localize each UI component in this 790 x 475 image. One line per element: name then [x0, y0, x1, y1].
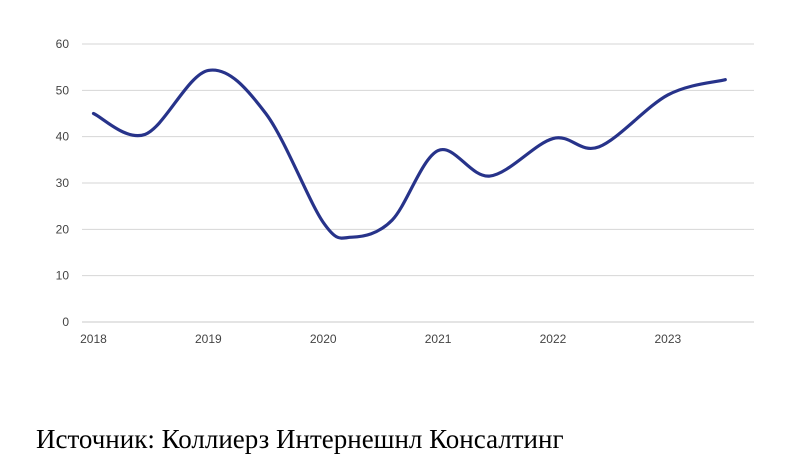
- source-note: Источник: Коллиерз Интернешнл Консалтинг: [36, 424, 564, 455]
- y-axis-tick-labels: 0 10 20 30 40 50 60: [56, 37, 70, 329]
- data-point: [390, 218, 394, 222]
- x-tick-label: 2020: [310, 332, 337, 346]
- data-point: [350, 235, 354, 239]
- y-tick-label: 10: [56, 269, 70, 283]
- series-lines: [91, 68, 727, 240]
- series-line: [91, 68, 727, 240]
- y-tick-label: 60: [56, 37, 70, 51]
- x-tick-label: 2021: [425, 332, 452, 346]
- y-tick-label: 50: [56, 83, 70, 97]
- data-point: [488, 174, 492, 178]
- line-chart: 0 10 20 30 40 50 60 2018 2019 2020 2021 2022 2023: [56, 37, 754, 346]
- data-point: [597, 145, 601, 149]
- source-label: Источник:: [36, 424, 155, 454]
- data-point: [206, 68, 210, 72]
- data-point: [264, 112, 268, 116]
- x-tick-label: 2019: [195, 332, 222, 346]
- source-text: Коллиерз Интернешнл Консалтинг: [161, 424, 564, 454]
- x-tick-label: 2018: [80, 332, 107, 346]
- y-tick-label: 20: [56, 222, 70, 236]
- data-point: [551, 137, 555, 141]
- data-point: [91, 112, 95, 116]
- y-tick-label: 40: [56, 130, 70, 144]
- data-point: [666, 93, 670, 97]
- data-point: [321, 220, 325, 224]
- x-tick-label: 2023: [654, 332, 681, 346]
- y-tick-label: 0: [62, 315, 69, 329]
- gridlines: [82, 43, 754, 323]
- x-axis-tick-labels: 2018 2019 2020 2021 2022 2023: [80, 332, 681, 346]
- data-point: [723, 78, 727, 82]
- x-tick-label: 2022: [540, 332, 567, 346]
- data-point: [436, 149, 440, 153]
- y-tick-label: 30: [56, 176, 70, 190]
- data-point: [143, 132, 147, 136]
